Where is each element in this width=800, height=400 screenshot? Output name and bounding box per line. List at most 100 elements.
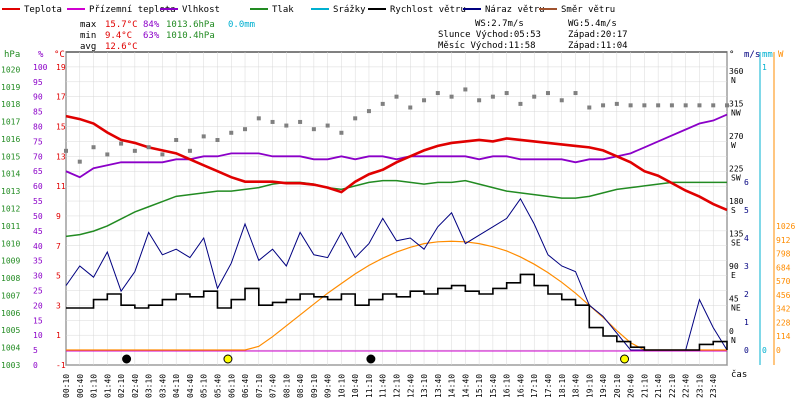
- temp-tick-label: 9: [56, 212, 61, 221]
- x-tick-label: 17:40: [544, 374, 553, 398]
- plot-area: [64, 87, 729, 364]
- stat-min-label: min: [80, 31, 96, 41]
- series-temp-line: [65, 114, 728, 212]
- legend-label: Teplota: [24, 5, 62, 15]
- hpa-tick-label: 1004: [1, 344, 20, 353]
- axis-pct-title: %: [38, 50, 44, 60]
- x-tick-label: 08:40: [296, 374, 305, 398]
- pct-tick-label: 60: [33, 182, 43, 191]
- pct-tick-label: 15: [33, 316, 43, 325]
- hpa-tick-label: 1016: [1, 135, 20, 144]
- dir-tick-name: E: [731, 271, 736, 280]
- temp-tick-label: 3: [56, 301, 61, 310]
- x-tick-label: 04:40: [186, 374, 195, 398]
- dir-tick-deg: 360: [729, 67, 744, 76]
- wind-direction-point: [711, 103, 716, 108]
- stat-max-hum: 84%: [143, 20, 160, 30]
- ms-tick-label: 6: [744, 178, 749, 187]
- x-tick-label: 05:10: [200, 374, 209, 398]
- series-solar-line: [66, 240, 727, 351]
- dir-tick-name: SW: [731, 174, 741, 183]
- hpa-tick-label: 1012: [1, 205, 20, 214]
- x-tick-label: 04:10: [172, 374, 181, 398]
- wind-direction-point: [394, 94, 399, 99]
- hpa-tick-label: 1020: [1, 65, 20, 74]
- wind-direction-point: [504, 91, 509, 96]
- temp-tick-label: 17: [56, 93, 66, 102]
- dir-tick-deg: 180: [729, 197, 744, 206]
- ms-tick-label: 0: [744, 346, 749, 355]
- wind-direction-point: [298, 119, 303, 124]
- wind-direction-point: [449, 94, 454, 99]
- wind-direction-point: [339, 130, 344, 135]
- wind-direction-point: [284, 123, 289, 128]
- dir-tick-name: NE: [731, 304, 741, 313]
- wm2-tick-label: 570: [776, 277, 791, 286]
- pct-tick-label: 55: [33, 197, 43, 206]
- wind-direction-point: [270, 119, 275, 124]
- marker-sunset: [620, 354, 630, 364]
- ms-tick-label: 3: [744, 262, 749, 271]
- stat-max-press: 1013.6hPa: [166, 20, 215, 30]
- wind-direction-point: [311, 127, 316, 132]
- x-tick-label: 19:10: [585, 374, 594, 398]
- wind-direction-point: [463, 87, 468, 92]
- stat-max-label: max: [80, 20, 97, 30]
- dir-tick-name: N: [731, 76, 736, 85]
- wind-direction-point: [174, 138, 179, 142]
- grid: [65, 51, 728, 366]
- info-wg: WG:5.4m/s: [568, 19, 617, 29]
- wind-direction-point: [201, 134, 206, 139]
- hpa-tick-label: 1005: [1, 326, 20, 335]
- hpa-tick-label: 1017: [1, 118, 20, 127]
- wind-direction-point: [559, 98, 564, 103]
- stat-avg-label: avg: [80, 42, 96, 52]
- x-tick-label: 18:40: [572, 374, 581, 398]
- x-tick-label: 09:40: [324, 374, 333, 398]
- legend-label: Přízemní teplota: [89, 5, 176, 15]
- info-sun-set: Západ:20:17: [568, 30, 628, 40]
- temp-tick-label: -1: [56, 361, 66, 370]
- legend-item: Tlak: [250, 5, 294, 15]
- x-tick-label: 11:10: [365, 374, 374, 398]
- wm2-tick-label: 0: [776, 346, 781, 355]
- legend-label: Tlak: [272, 5, 294, 15]
- wind-direction-point: [628, 103, 633, 108]
- wind-direction-point: [243, 127, 248, 132]
- wind-direction-point: [683, 103, 688, 108]
- x-tick-label: 13:40: [434, 374, 443, 398]
- wind-direction-point: [601, 103, 606, 108]
- pct-tick-label: 75: [33, 137, 43, 146]
- wind-direction-point: [642, 103, 647, 108]
- ms-tick-label: 2: [744, 290, 749, 299]
- dir-tick-name: SE: [731, 239, 741, 248]
- x-tick-label: 01:10: [90, 374, 99, 398]
- wind-direction-point: [477, 98, 482, 103]
- temp-tick-label: 1: [56, 331, 61, 340]
- wind-direction-point: [146, 145, 151, 150]
- x-tick-label: 14:10: [448, 374, 457, 398]
- pct-tick-label: 95: [33, 78, 43, 87]
- ms-tick-label: 1: [744, 318, 749, 327]
- hpa-tick-label: 1011: [1, 222, 20, 231]
- x-tick-label: 16:10: [503, 374, 512, 398]
- pct-tick-label: 5: [33, 346, 38, 355]
- legend: Teplota Přízemní teplota Vlhkost Tlak Srážky…: [2, 5, 615, 15]
- pct-tick-label: 90: [33, 93, 43, 102]
- wind-direction-point: [91, 145, 96, 150]
- wind-direction-point: [256, 116, 261, 121]
- hpa-tick-label: 1010: [1, 239, 20, 248]
- x-tick-label: 03:10: [145, 374, 154, 398]
- wind-direction-point: [669, 103, 674, 108]
- hpa-tick-label: 1003: [1, 361, 20, 370]
- dir-tick-deg: 135: [729, 230, 744, 239]
- x-tick-label: 03:40: [158, 374, 167, 398]
- x-tick-label: 02:10: [117, 374, 126, 398]
- temp-tick-label: 5: [56, 272, 61, 281]
- wind-direction-point: [353, 116, 358, 121]
- wm2-tick-label: 228: [776, 318, 791, 327]
- info-moon-set: Západ:11:04: [568, 41, 628, 51]
- x-tick-label: 23:10: [695, 374, 704, 398]
- x-tick-label: 10:40: [351, 374, 360, 398]
- wm2-tick-label: 342: [776, 305, 791, 314]
